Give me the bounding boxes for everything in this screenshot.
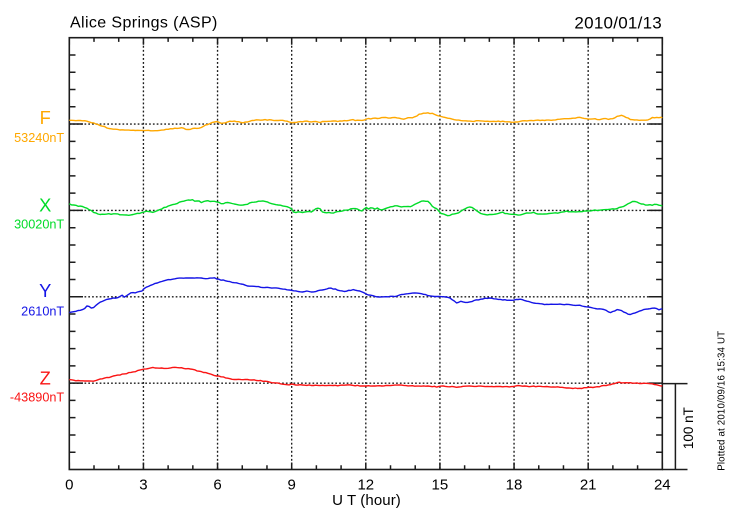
svg-text:30020nT: 30020nT	[14, 218, 64, 232]
svg-text:15: 15	[432, 476, 449, 493]
svg-text:18: 18	[506, 476, 523, 493]
svg-text:Y: Y	[39, 280, 51, 301]
svg-text:Z: Z	[40, 368, 51, 389]
svg-text:0: 0	[65, 476, 73, 493]
svg-text:3: 3	[139, 476, 147, 493]
svg-text:12: 12	[357, 476, 374, 493]
svg-text:24: 24	[654, 476, 671, 493]
svg-text:21: 21	[580, 476, 597, 493]
svg-text:Plotted at 2010/09/16 15:34 UT: Plotted at 2010/09/16 15:34 UT	[717, 331, 728, 471]
svg-text:Alice Springs (ASP): Alice Springs (ASP)	[70, 15, 218, 32]
svg-text:2010/01/13: 2010/01/13	[574, 13, 662, 32]
svg-text:X: X	[39, 194, 51, 215]
svg-text:6: 6	[213, 476, 221, 493]
svg-text:9: 9	[288, 476, 296, 493]
svg-text:53240nT: 53240nT	[14, 131, 64, 145]
svg-text:2610nT: 2610nT	[21, 305, 64, 319]
svg-text:F: F	[40, 107, 51, 128]
svg-text:U T (hour): U T (hour)	[332, 492, 401, 509]
svg-text:100 nT: 100 nT	[681, 407, 696, 449]
svg-text:-43890nT: -43890nT	[10, 391, 65, 405]
